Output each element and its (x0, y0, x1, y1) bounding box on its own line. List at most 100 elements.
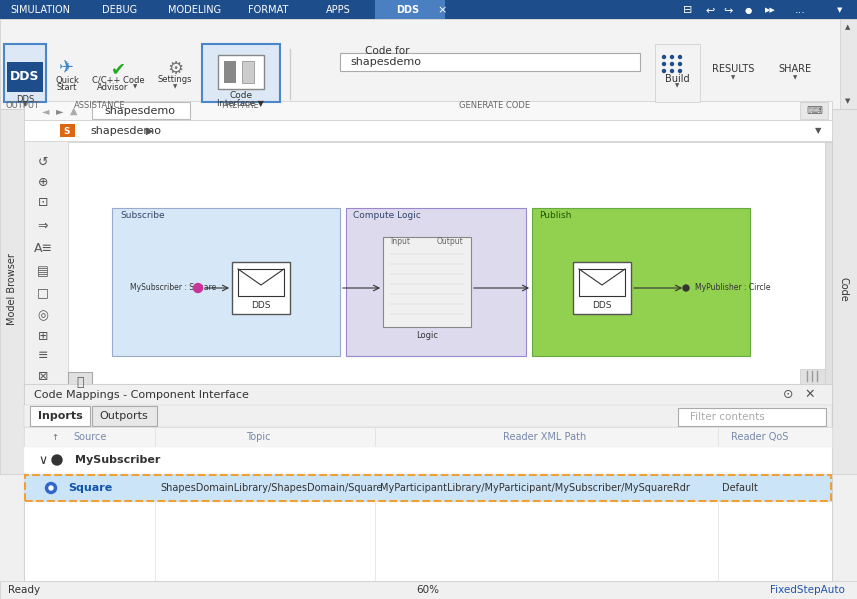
Text: ▼: ▼ (674, 83, 679, 89)
Text: Compute Logic: Compute Logic (353, 210, 421, 219)
Text: ASSISTANCE: ASSISTANCE (75, 101, 126, 110)
Text: Input: Input (390, 237, 410, 247)
Text: MySubscriber : Square: MySubscriber : Square (130, 283, 216, 292)
Text: ↑: ↑ (51, 432, 58, 441)
FancyBboxPatch shape (232, 262, 290, 314)
FancyBboxPatch shape (30, 406, 90, 426)
FancyBboxPatch shape (24, 447, 832, 473)
Circle shape (45, 483, 57, 494)
Text: SIMULATION: SIMULATION (10, 5, 70, 15)
FancyBboxPatch shape (24, 427, 832, 447)
FancyBboxPatch shape (92, 406, 157, 426)
Text: APPS: APPS (326, 5, 351, 15)
Circle shape (683, 285, 689, 291)
Text: Default: Default (722, 483, 758, 493)
FancyBboxPatch shape (24, 384, 832, 581)
Text: DDS: DDS (10, 71, 39, 83)
Text: ►: ► (57, 106, 63, 116)
Text: Code Mappings - Component Interface: Code Mappings - Component Interface (34, 390, 249, 400)
FancyBboxPatch shape (24, 101, 832, 120)
FancyBboxPatch shape (68, 142, 828, 384)
Text: ▶: ▶ (147, 126, 153, 136)
FancyBboxPatch shape (0, 19, 857, 109)
Text: ×: × (437, 5, 446, 15)
FancyBboxPatch shape (678, 408, 826, 426)
Text: ◄: ◄ (42, 106, 50, 116)
Text: ▼: ▼ (815, 126, 821, 135)
Text: DDS: DDS (592, 301, 612, 310)
FancyBboxPatch shape (24, 474, 832, 502)
Text: FixedStepAuto: FixedStepAuto (770, 585, 845, 595)
Text: Source: Source (74, 432, 106, 442)
Text: ⚙: ⚙ (167, 60, 183, 78)
Text: Inports: Inports (38, 411, 82, 421)
FancyBboxPatch shape (573, 262, 631, 314)
Text: Reader QoS: Reader QoS (731, 432, 788, 442)
FancyBboxPatch shape (832, 109, 857, 474)
Text: ↺: ↺ (38, 156, 48, 168)
Text: Start: Start (57, 83, 77, 92)
FancyBboxPatch shape (532, 208, 750, 356)
Text: Square: Square (68, 483, 112, 493)
Text: GENERATE CODE: GENERATE CODE (459, 101, 530, 110)
Text: Model Browser: Model Browser (7, 253, 17, 325)
Text: ↪: ↪ (723, 5, 733, 15)
Text: DDS: DDS (397, 5, 420, 15)
Text: Outports: Outports (99, 411, 148, 421)
FancyBboxPatch shape (4, 44, 46, 102)
FancyBboxPatch shape (655, 44, 700, 102)
FancyBboxPatch shape (800, 369, 828, 384)
Text: C/C++ Code: C/C++ Code (92, 75, 144, 84)
Text: ⇒: ⇒ (38, 219, 48, 232)
Text: Code: Code (839, 277, 849, 301)
Circle shape (679, 69, 681, 72)
Text: ▼: ▼ (793, 75, 797, 80)
FancyBboxPatch shape (340, 53, 640, 71)
Text: MODELING: MODELING (169, 5, 222, 15)
Circle shape (670, 69, 674, 72)
FancyBboxPatch shape (242, 61, 254, 83)
Text: S: S (63, 126, 70, 135)
FancyBboxPatch shape (7, 62, 43, 92)
Text: ⊕: ⊕ (38, 176, 48, 189)
Text: MyPublisher : Circle: MyPublisher : Circle (695, 283, 770, 292)
Text: 🗄: 🗄 (76, 376, 84, 389)
Circle shape (194, 283, 202, 292)
Circle shape (670, 62, 674, 65)
Text: ⊙: ⊙ (782, 388, 794, 401)
Circle shape (662, 69, 666, 72)
Text: DDS: DDS (251, 301, 271, 310)
Text: ▼: ▼ (845, 98, 851, 104)
Text: ▶▶: ▶▶ (764, 7, 776, 13)
Text: MyParticipantLibrary/MyParticipant/MySubscriber/MySquareRdr: MyParticipantLibrary/MyParticipant/MySub… (380, 483, 690, 493)
Text: FORMAT: FORMAT (248, 5, 288, 15)
FancyBboxPatch shape (24, 427, 832, 581)
FancyBboxPatch shape (346, 208, 526, 356)
Text: □: □ (37, 286, 49, 300)
Text: OUTPUT: OUTPUT (6, 101, 40, 110)
Circle shape (49, 486, 53, 490)
Text: 60%: 60% (417, 585, 440, 595)
Text: ✔: ✔ (111, 60, 126, 78)
FancyBboxPatch shape (24, 120, 832, 141)
Text: MySubscriber: MySubscriber (75, 455, 160, 465)
Text: ⌨: ⌨ (806, 106, 822, 116)
FancyBboxPatch shape (0, 581, 857, 599)
Text: ≡: ≡ (38, 349, 48, 362)
Text: Filter contents: Filter contents (690, 412, 764, 422)
Text: ShapesDomainLibrary/ShapesDomain/Square: ShapesDomainLibrary/ShapesDomain/Square (160, 483, 382, 493)
Text: ✈: ✈ (59, 60, 75, 78)
Text: ✕: ✕ (805, 388, 815, 401)
Circle shape (52, 455, 62, 465)
FancyBboxPatch shape (840, 19, 857, 109)
Text: ⊞: ⊞ (38, 329, 48, 343)
Text: Topic: Topic (246, 432, 270, 442)
Text: Publish: Publish (539, 210, 572, 219)
Text: ▼: ▼ (731, 75, 735, 80)
Text: Reader XML Path: Reader XML Path (503, 432, 587, 442)
FancyBboxPatch shape (0, 109, 24, 474)
Text: Output: Output (436, 237, 464, 247)
Text: Quick: Quick (55, 75, 79, 84)
Text: Ready: Ready (8, 585, 40, 595)
Text: RESULTS: RESULTS (712, 64, 754, 74)
